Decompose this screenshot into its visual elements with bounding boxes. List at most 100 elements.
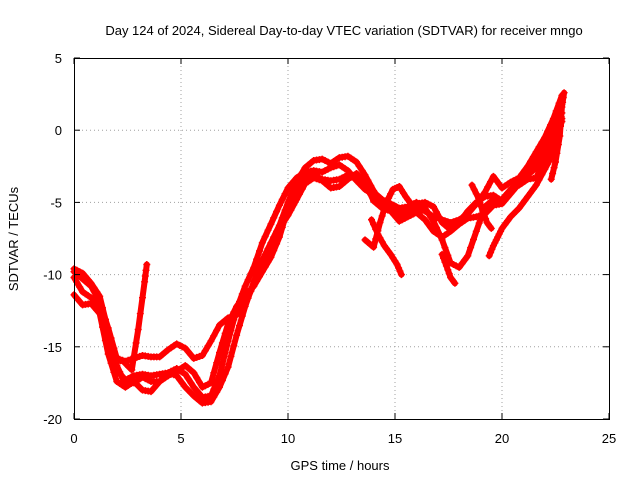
data-point-marker [139, 294, 146, 302]
data-point-marker [258, 239, 266, 247]
data-point-marker [544, 144, 552, 151]
data-point-marker [210, 369, 218, 377]
data-point-marker [464, 252, 472, 260]
data-point-marker [487, 224, 495, 232]
data-point-marker [475, 219, 483, 227]
data-point-marker [361, 171, 369, 179]
series-line [362, 183, 416, 251]
data-point-marker [468, 181, 476, 189]
data-point-marker [430, 203, 437, 211]
data-point-marker [250, 281, 258, 289]
data-point-marker [76, 283, 84, 291]
data-point-marker [241, 300, 249, 307]
data-point-marker [492, 176, 500, 184]
data-point-marker [387, 190, 395, 198]
data-point-marker [538, 171, 546, 178]
data-point-marker [290, 185, 298, 193]
data-point-marker [370, 243, 378, 251]
x-tick-label: 0 [70, 431, 77, 446]
data-point-marker [110, 368, 118, 376]
data-point-marker [541, 133, 549, 141]
data-point-marker [270, 235, 278, 243]
data-point-marker [256, 247, 263, 255]
data-point-marker [552, 107, 560, 115]
series-track-8 [485, 115, 566, 260]
data-point-marker [458, 260, 466, 267]
data-point-marker [552, 158, 559, 166]
data-point-marker [556, 132, 564, 140]
data-point-marker [541, 165, 549, 173]
data-point-marker [290, 201, 298, 209]
data-point-marker [479, 207, 487, 215]
data-point-marker [368, 216, 375, 224]
data-point-marker [236, 322, 243, 330]
data-point-marker [498, 224, 506, 232]
data-point-marker [355, 162, 363, 170]
data-point-marker [204, 342, 212, 350]
data-point-marker [298, 185, 306, 193]
y-axis-label: SDTVAR / TECUs [6, 186, 21, 291]
data-point-marker [527, 189, 534, 197]
data-point-marker [544, 127, 552, 135]
data-point-marker [218, 339, 226, 347]
y-tick-label: 0 [55, 123, 62, 138]
data-point-marker [278, 196, 286, 203]
data-point-marker [176, 376, 184, 383]
data-point-marker [101, 315, 109, 323]
data-point-marker [110, 344, 118, 352]
data-point-marker [99, 307, 106, 315]
data-point-marker [378, 238, 386, 246]
data-point-marker [535, 176, 543, 184]
data-point-marker [198, 352, 206, 359]
data-point-marker [281, 216, 289, 224]
data-point-marker [549, 115, 557, 123]
data-point-marker [218, 360, 226, 368]
series-track-11 [468, 181, 495, 232]
plot-frame [74, 58, 610, 420]
data-point-marker [224, 363, 232, 371]
data-point-marker [380, 205, 388, 213]
data-point-marker [119, 374, 126, 382]
data-point-marker [553, 149, 561, 157]
x-tick-label: 20 [495, 431, 509, 446]
data-point-marker [524, 162, 532, 170]
data-point-marker [358, 167, 366, 175]
data-point-marker [93, 293, 101, 301]
data-point-marker [196, 378, 203, 386]
data-point-marker [382, 198, 390, 206]
data-point-marker [444, 266, 452, 274]
data-point-marker [541, 149, 549, 157]
data-point-marker [261, 233, 269, 241]
data-point-marker [532, 164, 540, 172]
data-point-marker [554, 141, 562, 149]
data-point-marker [132, 339, 140, 347]
data-point-marker [244, 276, 252, 284]
data-point-marker [238, 303, 246, 311]
data-point-marker [247, 287, 255, 295]
data-point-marker [501, 221, 509, 228]
data-point-marker [408, 201, 416, 209]
data-point-marker [427, 223, 435, 231]
data-point-marker [481, 188, 489, 196]
data-point-marker [370, 221, 378, 228]
y-tick-label: -5 [50, 195, 62, 210]
data-point-marker [87, 282, 95, 290]
data-point-marker [480, 211, 488, 219]
data-point-marker [210, 393, 218, 401]
data-point-marker [284, 211, 292, 219]
data-point-marker [134, 326, 142, 333]
data-point-marker [143, 261, 151, 268]
data-point-marker [475, 194, 482, 202]
data-point-marker [244, 293, 252, 301]
data-point-marker [130, 352, 138, 360]
data-point-marker [247, 270, 255, 278]
data-point-marker [104, 324, 112, 332]
data-point-marker [518, 200, 526, 208]
data-point-marker [367, 191, 375, 199]
data-point-marker [207, 398, 215, 406]
data-point-marker [560, 89, 568, 97]
data-point-marker [482, 215, 490, 223]
data-point-marker [518, 170, 526, 178]
